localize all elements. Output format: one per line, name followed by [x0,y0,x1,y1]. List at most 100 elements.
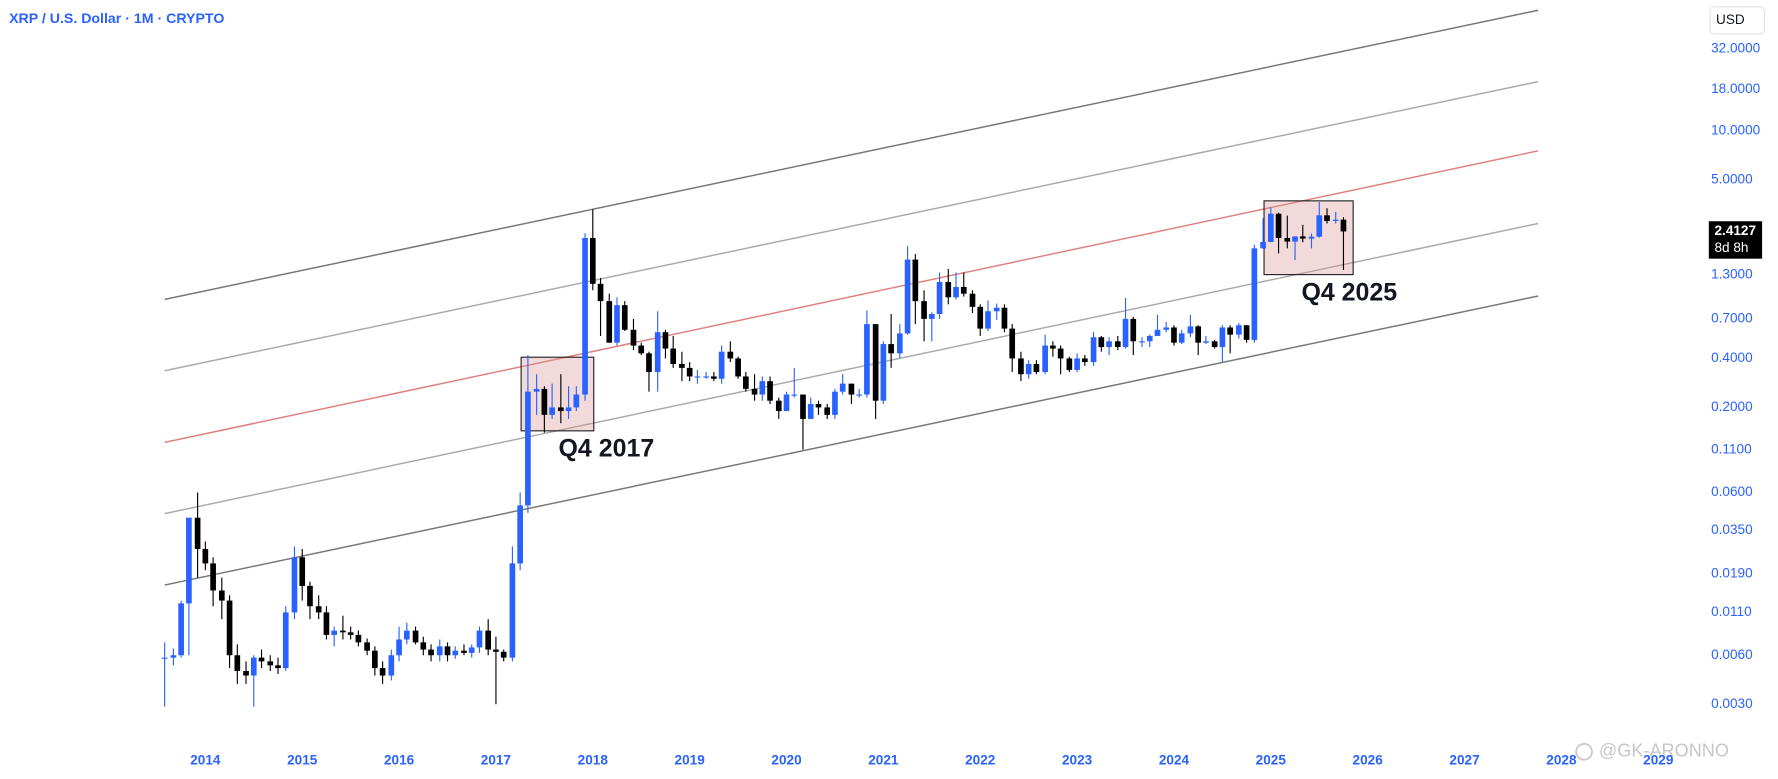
candle-body [1130,318,1137,342]
candle-body [444,646,451,656]
candle-body [1171,327,1177,343]
y-tick-label: 0.0600 [1711,484,1753,499]
candle-body [1284,237,1291,242]
candle-body [969,293,976,307]
candle-body [775,400,782,412]
currency-label[interactable]: USD [1716,12,1745,27]
candle-body [727,351,734,359]
x-tick-label: 2016 [384,752,415,767]
candle-body [517,505,523,564]
x-tick-label: 2023 [1062,752,1093,767]
candle-body [848,383,855,395]
chart-title: XRP / U.S. Dollar · 1M · CRYPTO [9,11,224,27]
candle-body [1098,337,1105,348]
currency-button[interactable] [1709,6,1765,35]
candle-body [493,649,499,652]
candle-body [1050,345,1056,349]
candle-body [638,345,645,354]
candle-body [331,630,338,635]
candle-body [614,305,620,343]
candle-body [428,649,434,656]
candle-body [476,630,483,648]
candle-body [1139,341,1145,343]
candle-body [1090,337,1097,363]
candle-body [364,642,370,651]
candle-body [541,388,548,415]
candle-body [1299,236,1306,239]
candle-body [888,344,894,354]
y-tick-label: 0.0060 [1711,647,1753,662]
candle-body [307,585,313,607]
candle-body [549,407,555,415]
candle-body [1146,335,1153,342]
candle-body [800,394,806,419]
x-tick-label: 2020 [771,752,801,767]
y-tick-label: 18.0000 [1711,81,1761,96]
last-price-tag [1708,221,1763,259]
candle-body [388,655,395,676]
candle-body [525,391,531,506]
x-tick-label: 2028 [1546,752,1577,767]
candle-body [960,286,967,294]
candle-body [1267,213,1274,242]
candle-body [679,363,685,368]
candle-body [1082,358,1088,363]
candle-body [1178,333,1185,343]
candle-body [1251,248,1258,340]
channel-line [164,150,1539,444]
candle-body [1260,241,1266,249]
candle-body [186,517,192,604]
candle-body [1001,307,1008,329]
candle-body [589,237,596,284]
x-tick-label: 2017 [481,752,511,767]
candle-body [218,590,225,601]
plot-area: Q4 2017 Q4 2025 [161,9,1539,707]
candle-body [533,388,540,392]
candle-body [355,634,362,643]
candle-body [670,348,677,364]
candle-body [1308,236,1315,239]
candle-body [258,657,265,662]
channel-line [164,295,1539,586]
y-tick-label: 0.0110 [1711,604,1752,619]
candle-body [1066,358,1073,370]
candle-body [436,646,443,656]
candle-body [1332,219,1339,221]
candle-body [1154,329,1161,336]
candle-body [1227,327,1233,335]
candle-body [767,381,773,401]
candle-body [735,358,741,377]
y-tick-label: 0.0190 [1711,565,1753,580]
y-tick-label: 0.1100 [1711,441,1752,456]
candle-body [234,655,241,672]
candle-body [299,557,306,586]
candle-body [1195,326,1202,343]
candle-body [621,305,628,330]
candle-body [1243,325,1250,340]
candle-body [904,259,911,334]
candle-body [282,612,289,669]
y-tick-label: 5.0000 [1711,172,1753,187]
candle-body [1324,215,1330,221]
candle-body [1275,213,1282,238]
candle-body [1057,348,1064,359]
countdown-label: 8d 8h [1714,240,1748,255]
y-tick-label: 1.3000 [1711,267,1753,282]
candle-body [703,376,709,378]
candle-body [500,651,507,658]
candle-body [856,394,862,396]
candle-body [461,650,467,653]
candle-body [396,639,402,656]
candle-body [379,668,386,676]
candle-body [912,259,919,302]
candle-body [582,237,588,395]
candle-body [921,301,927,319]
candle-body [323,612,330,635]
candle-body [1106,341,1112,348]
x-tick-label: 2019 [675,752,706,767]
y-tick-label: 0.0350 [1711,522,1753,537]
box-label: Q4 2025 [1301,278,1397,306]
candle-body [839,383,846,392]
last-price-label: 2.4127 [1714,223,1756,238]
